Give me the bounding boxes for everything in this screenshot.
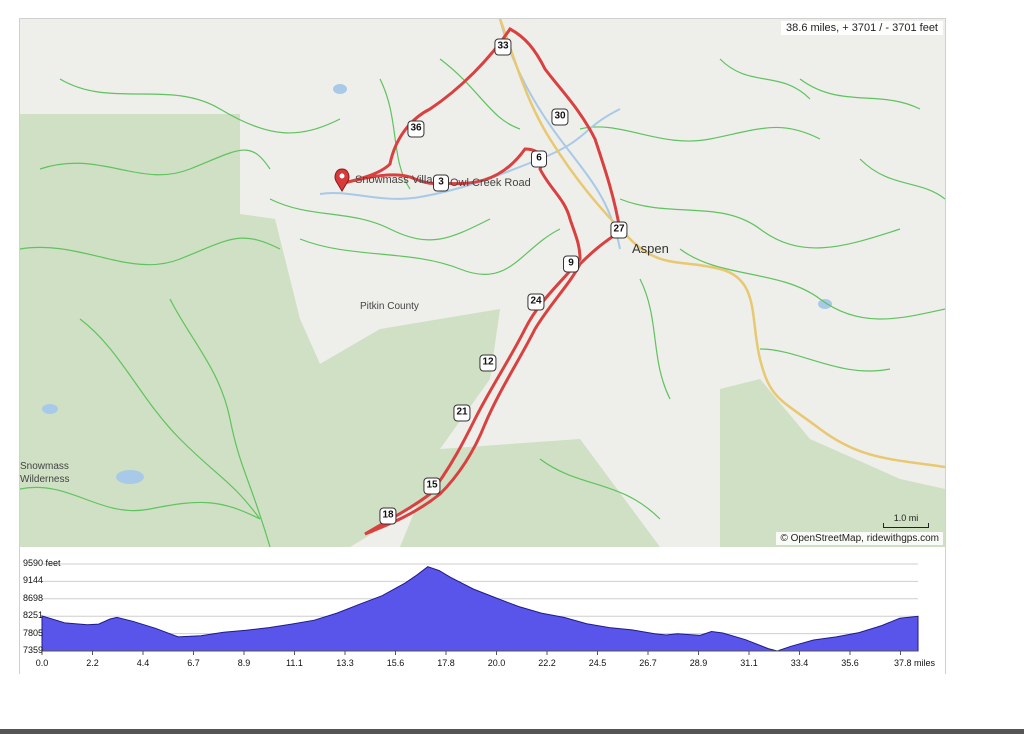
forest-area-west xyxy=(20,114,500,547)
x-tick-label: 11.1 xyxy=(286,658,303,668)
place-label-snowmass-wilderness: Snowmass xyxy=(20,461,69,472)
place-label-snowmass-village: Snowmass Village xyxy=(355,174,445,186)
lake xyxy=(818,299,832,309)
lake xyxy=(333,84,347,94)
y-tick-label: 7805 xyxy=(23,627,44,638)
x-tick-label: 2.2 xyxy=(86,658,99,668)
cue-marker[interactable]: 27 xyxy=(610,221,628,239)
cue-marker[interactable]: 3 xyxy=(433,174,449,192)
x-tick-label: 24.5 xyxy=(588,658,607,668)
cue-marker[interactable]: 9 xyxy=(563,255,579,273)
x-tick-label: 8.9 xyxy=(237,658,251,668)
x-tick-label: 35.6 xyxy=(841,658,859,668)
forest-area-south xyxy=(400,439,660,547)
x-tick-label: 17.8 xyxy=(437,658,455,668)
map-attribution[interactable]: © OpenStreetMap, ridewithgps.com xyxy=(776,532,943,545)
x-tick-label: 33.4 xyxy=(790,658,809,668)
cue-marker[interactable]: 18 xyxy=(379,507,397,525)
route-stats: 38.6 miles, + 3701 / - 3701 feet xyxy=(781,21,943,35)
cue-marker[interactable]: 12 xyxy=(479,354,497,372)
route-map[interactable]: Snowmass Village Owl Creek Road Aspen Pi… xyxy=(20,19,945,547)
y-tick-label: 9144 xyxy=(23,575,44,586)
elevation-chart[interactable] xyxy=(20,548,945,674)
scale-line xyxy=(883,523,929,528)
x-tick-label: 20.0 xyxy=(487,658,506,668)
y-tick-label: 8698 xyxy=(23,592,44,603)
place-label-wilderness: Wilderness xyxy=(20,474,70,485)
cue-marker[interactable]: 24 xyxy=(527,293,545,311)
cue-marker[interactable]: 15 xyxy=(423,477,441,495)
start-pin-icon[interactable] xyxy=(334,168,350,192)
elevation-area xyxy=(41,566,919,652)
route-line xyxy=(339,27,622,536)
map-canvas[interactable] xyxy=(20,19,945,547)
y-tick-label: 8251 xyxy=(23,610,44,621)
x-tick-label: 31.1 xyxy=(740,658,758,668)
trail-network xyxy=(20,58,945,547)
cue-marker[interactable]: 21 xyxy=(453,404,471,422)
place-label-owl-creek-road: Owl Creek Road xyxy=(450,177,531,189)
cue-marker[interactable]: 30 xyxy=(551,108,569,126)
y-tick-label: 7359 xyxy=(23,645,44,655)
x-tick-label: 22.2 xyxy=(538,658,556,668)
x-tick-label: 6.7 xyxy=(187,658,200,668)
map-frame: Snowmass Village Owl Creek Road Aspen Pi… xyxy=(19,18,946,674)
scale-bar: 1.0 mi xyxy=(883,513,929,529)
elevation-profile[interactable]: 9590 feet 9144 8698 8251 7805 7359 0.0 2.2 4.4 6.… xyxy=(20,548,945,674)
y-tick-label: 9590 feet xyxy=(23,558,61,568)
place-label-aspen: Aspen xyxy=(632,241,669,256)
lake xyxy=(116,470,144,484)
x-tick-label: 28.9 xyxy=(689,658,708,668)
x-tick-label: 4.4 xyxy=(136,658,150,668)
x-tick-label: 37.8 miles xyxy=(893,658,935,668)
x-tick-label: 26.7 xyxy=(639,658,657,668)
cue-marker[interactable]: 33 xyxy=(494,38,512,56)
forest-area-east xyxy=(720,379,945,547)
bottom-bar xyxy=(0,729,1024,734)
x-tick-label: 0.0 xyxy=(35,658,49,668)
x-tick-label: 15.6 xyxy=(386,658,405,668)
x-tick-label: 13.3 xyxy=(336,658,354,668)
scale-label: 1.0 mi xyxy=(893,513,919,523)
highway-82 xyxy=(498,19,945,469)
cue-marker[interactable]: 6 xyxy=(531,150,547,168)
place-label-pitkin-county: Pitkin County xyxy=(360,301,419,312)
lake xyxy=(42,404,58,414)
cue-marker[interactable]: 36 xyxy=(407,120,425,138)
